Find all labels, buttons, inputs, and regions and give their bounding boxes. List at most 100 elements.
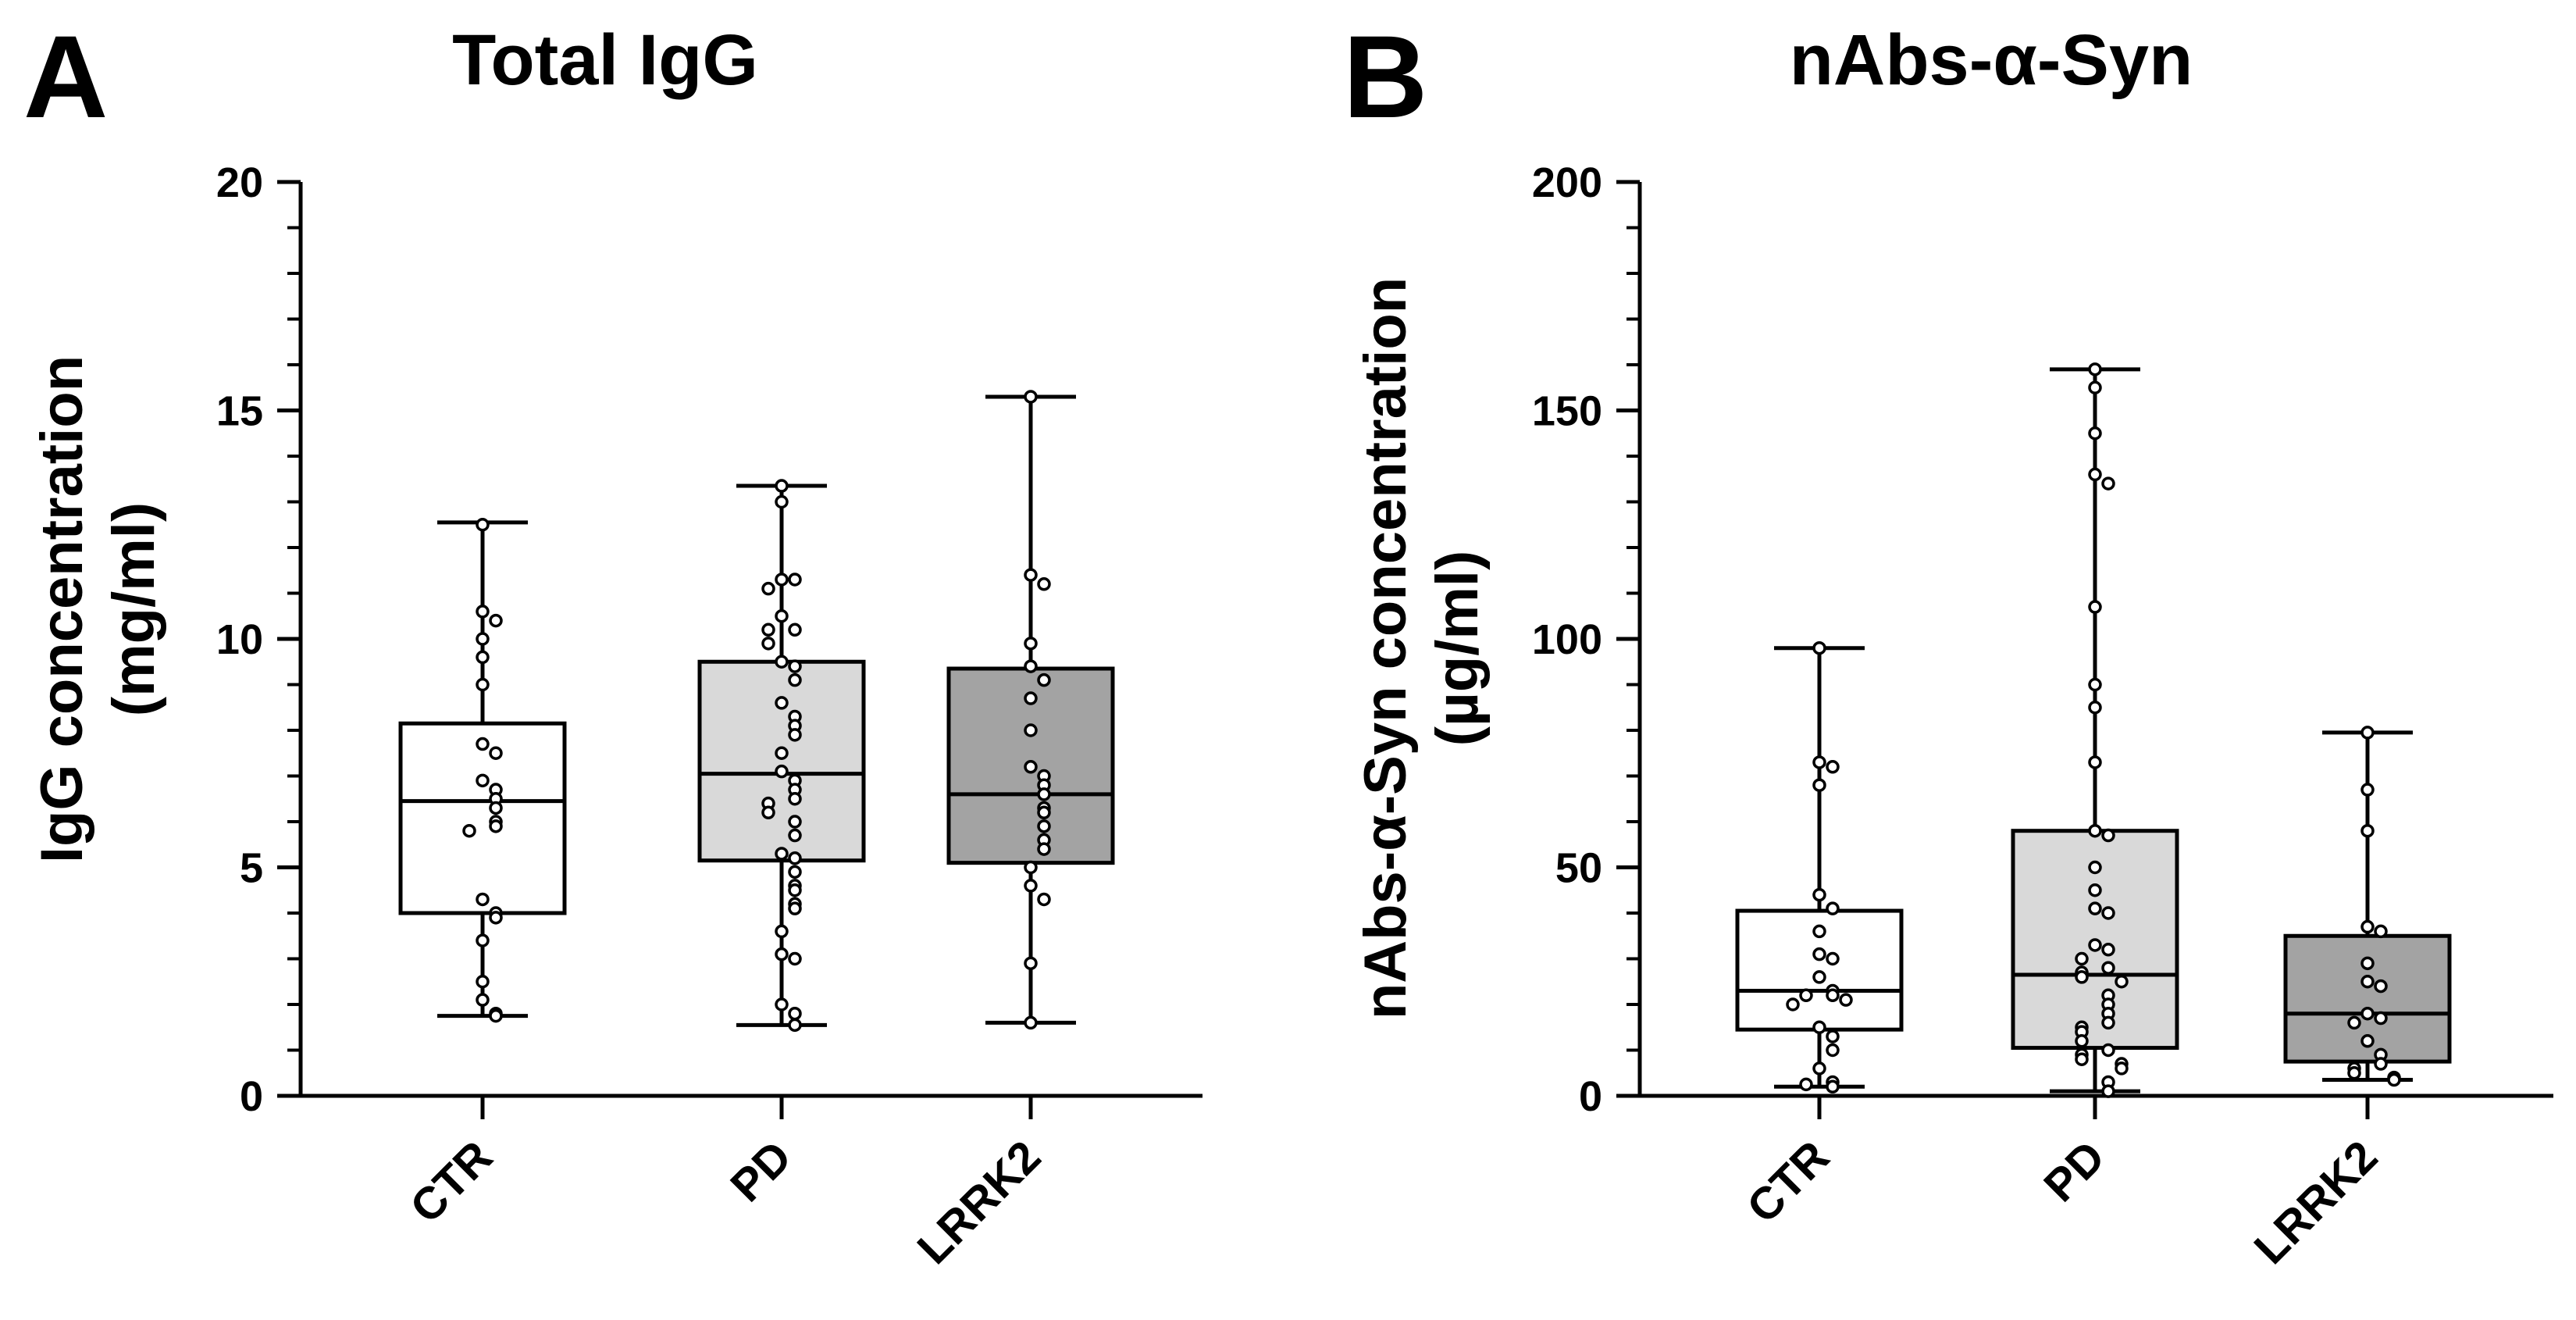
data-point [788,573,802,587]
data-point [1826,1079,1840,1094]
data-point [1812,924,1826,939]
data-point [1037,819,1051,833]
data-point [2387,1072,2401,1087]
data-point [2360,1006,2375,1021]
panel-letter-a: A [23,11,108,142]
data-point [775,997,789,1011]
data-point [1024,390,1038,404]
data-point [2075,970,2089,984]
data-point [761,623,775,637]
data-point [2374,1057,2388,1071]
series-lrrk2-a: LRRK2 [908,390,1115,1274]
data-point [1812,1020,1826,1034]
data-point [2360,1034,2375,1048]
data-point [2374,1011,2388,1026]
x-category-label: LRRK2 [2245,1131,2388,1274]
data-point [1037,672,1051,687]
chart-title-b: nAbs-α-Syn [1790,20,2193,100]
data-point [1786,997,1800,1011]
data-point [788,883,802,897]
data-point [1024,723,1038,737]
data-point [788,815,802,829]
data-point [2360,783,2375,797]
x-category-label: PD [721,1131,801,1211]
plot-area-b: 0 50 100 150 200 CTR PD LRRK2 [1532,159,2553,1274]
data-point [2088,823,2102,838]
data-point [2101,476,2115,491]
y-tick-label: 150 [1532,388,1602,435]
data-point [2374,979,2388,994]
data-point [775,847,789,861]
data-point [2360,956,2375,971]
data-point [2374,924,2388,939]
data-point [476,773,490,788]
data-point [1812,1061,1826,1076]
data-point [2088,362,2102,376]
data-point [1826,951,1840,966]
data-point [775,609,789,623]
data-point [489,819,503,833]
data-point [2088,380,2102,394]
data-point [788,623,802,637]
data-point [2101,961,2115,975]
data-point [788,901,802,915]
box-iqr [398,721,567,915]
data-point [788,951,802,966]
data-point [1024,956,1038,971]
data-point [1812,970,1826,984]
data-point [2101,1015,2115,1030]
series-ctr-a: CTR [398,518,567,1233]
panel-b: B nAbs-α-Syn nAbs-α-Syn concentration (µ… [1343,11,2553,1274]
data-point [476,518,490,532]
data-point [2101,943,2115,957]
data-point [788,659,802,673]
data-point [1024,691,1038,705]
data-point [489,746,503,760]
y-tick-label: 100 [1532,616,1602,663]
data-point [788,728,802,742]
data-point [788,865,802,879]
data-point [2088,467,2102,482]
data-point [2347,1066,2361,1080]
x-category-label: CTR [1737,1131,1839,1233]
data-point [2075,1034,2089,1048]
data-point [761,581,775,596]
data-point [476,677,490,692]
data-point [2088,938,2102,952]
data-point [2088,901,2102,915]
data-point [1024,659,1038,673]
data-point [1826,1043,1840,1058]
data-point [2360,823,2375,838]
data-point [2088,755,2102,769]
data-point [1826,988,1840,1003]
series-pd-b: PD [2011,362,2179,1211]
y-axis-label-a-line2: (mg/ml) [101,502,167,716]
data-point [489,613,503,628]
y-axis-label-a: IgG concentration (mg/ml) [29,355,167,863]
data-point [1024,568,1038,582]
plot-area-a: 0 5 10 15 20 CTR PD LRRK2 [216,159,1202,1274]
data-point [2088,677,2102,692]
chart-title-a: Total IgG [452,20,758,100]
data-point [2101,1084,2115,1098]
data-point [476,892,490,907]
data-point [1024,860,1038,875]
series-pd-a: PD [697,479,866,1211]
y-tick-label: 200 [1532,159,1602,206]
panel-letter-b: B [1343,11,1427,142]
data-point [2088,426,2102,441]
data-point [775,494,789,509]
y-tick-label: 50 [1555,845,1602,892]
data-point [788,851,802,865]
data-point [1024,637,1038,651]
series-ctr-b: CTR [1735,640,1904,1233]
data-point [2115,1061,2129,1076]
y-tick-label: 10 [216,616,263,663]
data-point [788,672,802,687]
data-point [775,696,789,710]
data-point [489,801,503,815]
data-point [788,1006,802,1021]
data-point [2101,828,2115,843]
data-point [788,792,802,806]
